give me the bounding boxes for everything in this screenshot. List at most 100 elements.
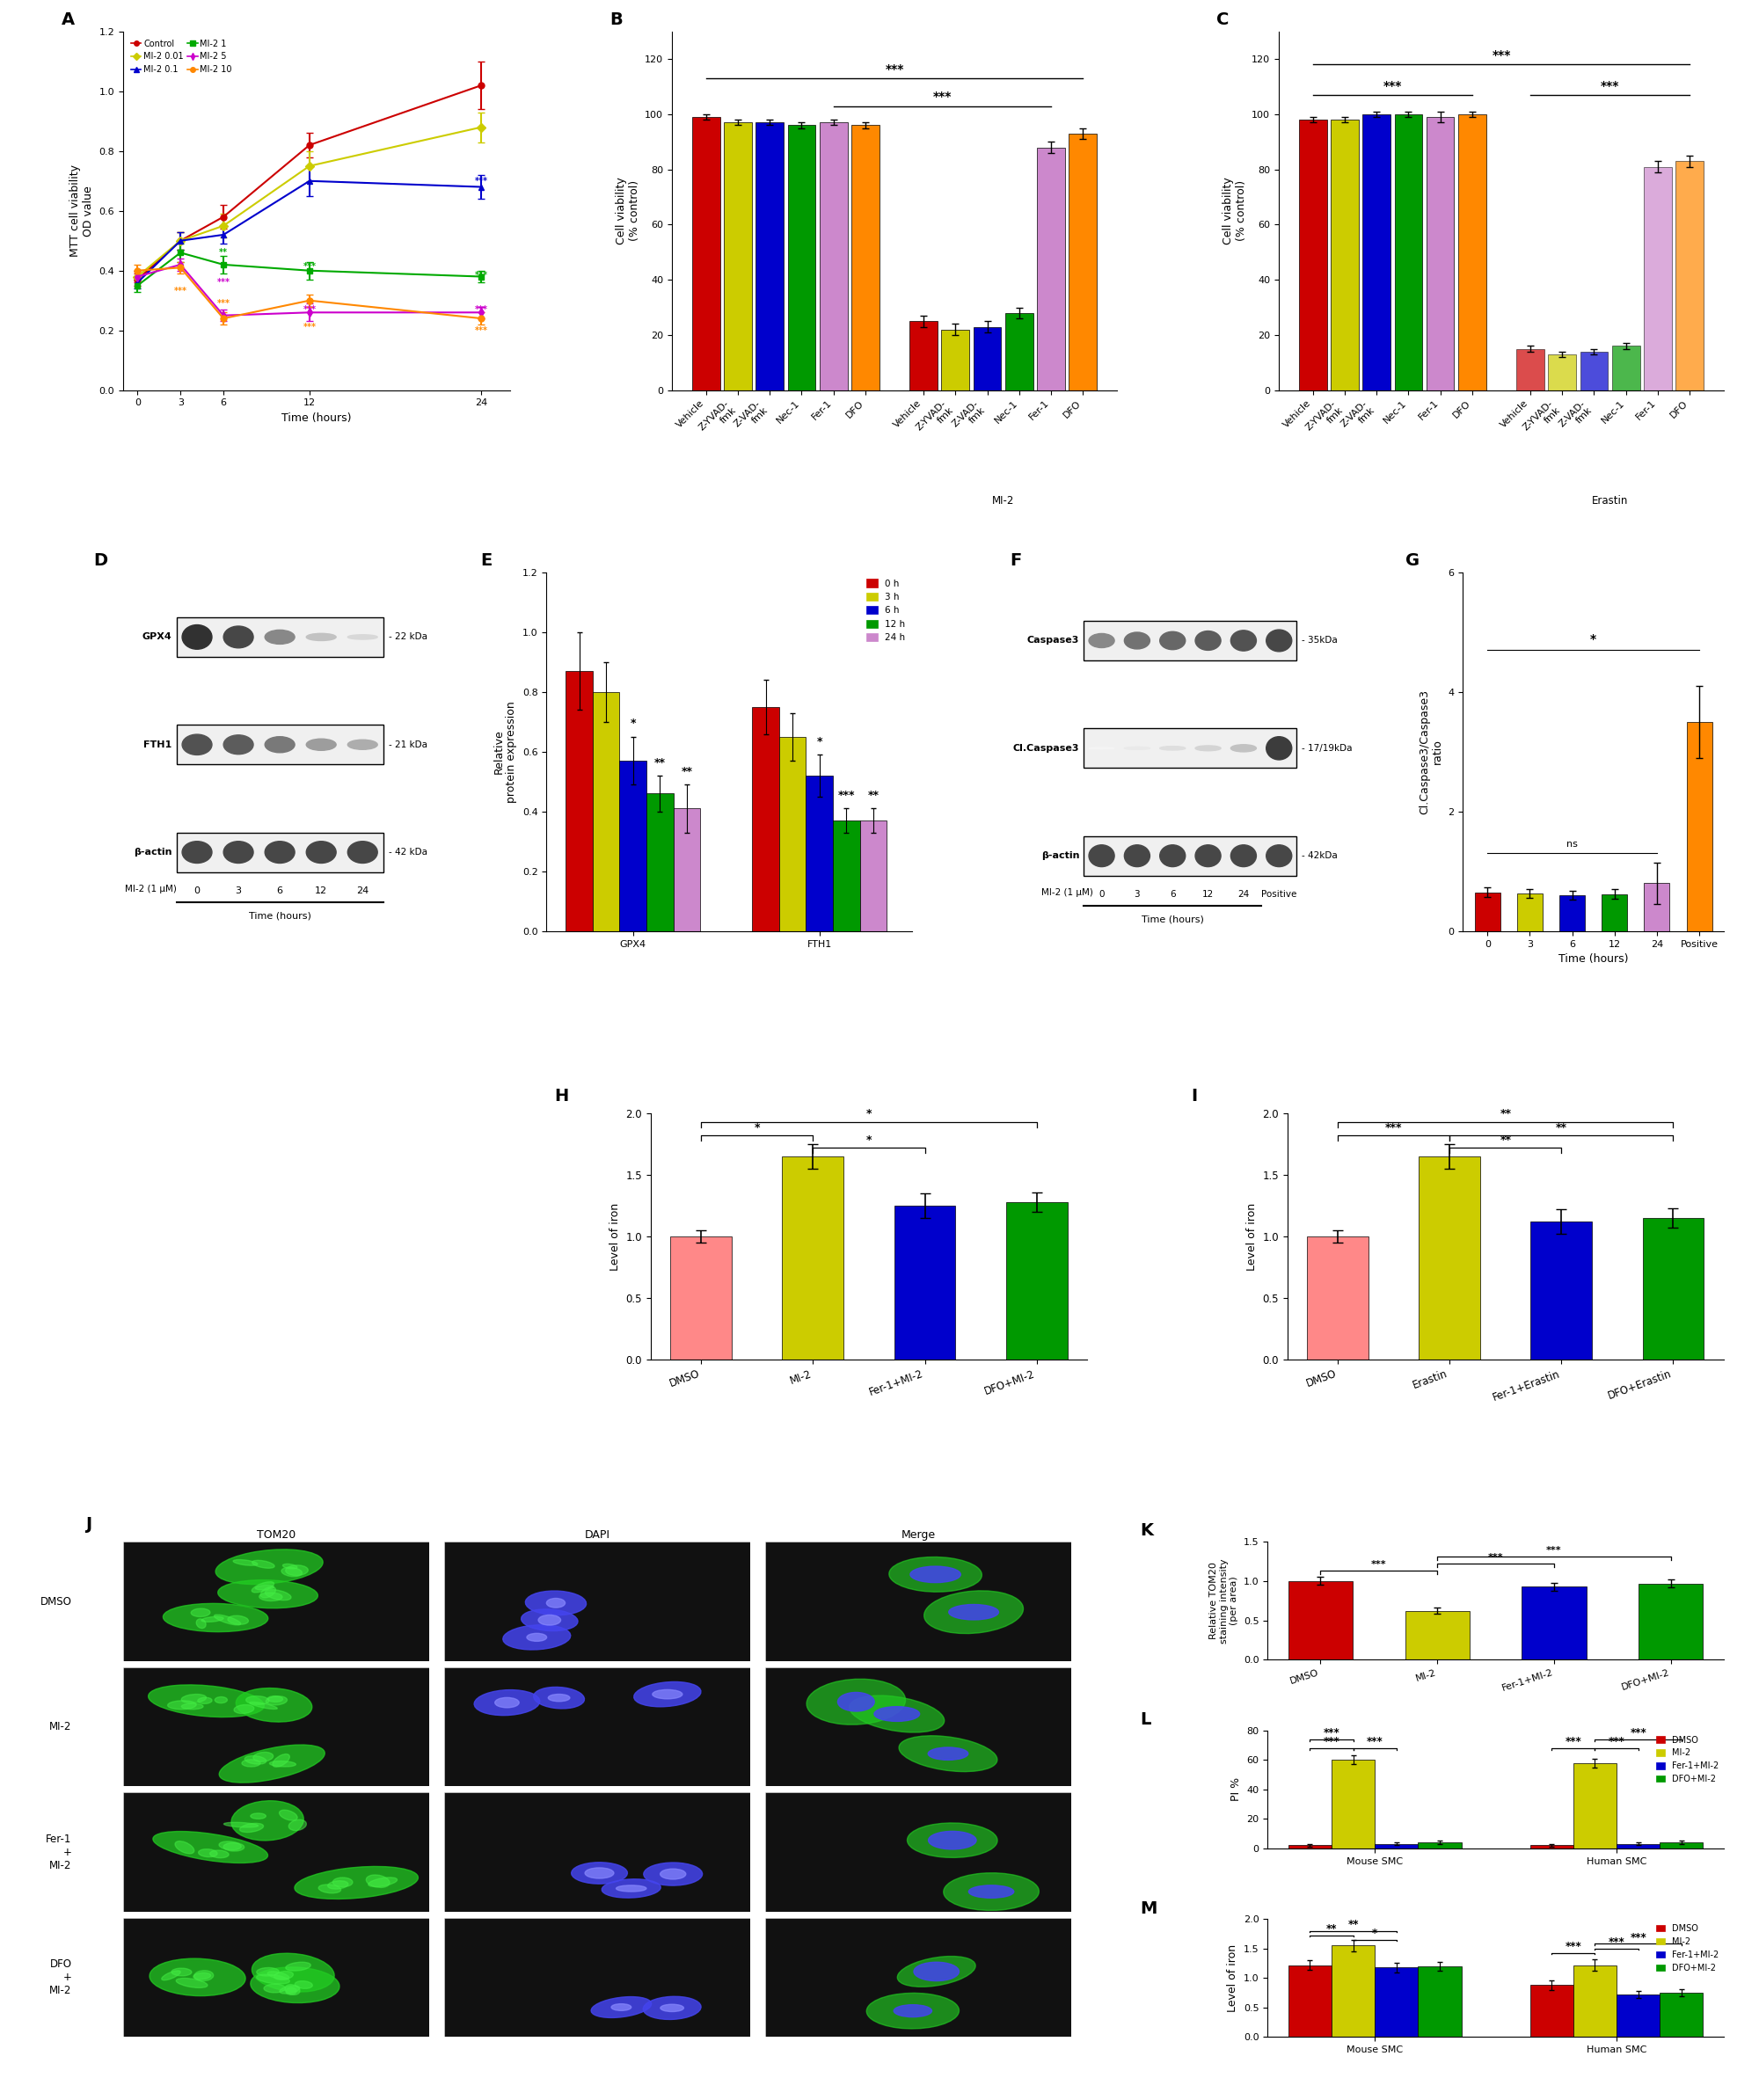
Bar: [941, 330, 969, 391]
Title: TOM20: TOM20: [257, 1529, 296, 1541]
Text: ***: ***: [1546, 1546, 1562, 1556]
Ellipse shape: [266, 737, 296, 752]
Text: ***: ***: [1383, 80, 1402, 92]
Text: 3: 3: [236, 886, 241, 895]
Ellipse shape: [266, 1697, 287, 1705]
Y-axis label: Cell viability
(% control): Cell viability (% control): [616, 176, 640, 244]
Bar: [1069, 134, 1098, 391]
Ellipse shape: [521, 1609, 579, 1632]
Text: ***: ***: [1323, 1737, 1340, 1747]
Ellipse shape: [572, 1863, 628, 1884]
Ellipse shape: [181, 1703, 204, 1709]
Ellipse shape: [223, 735, 253, 754]
Ellipse shape: [257, 1974, 290, 1984]
Ellipse shape: [164, 1604, 267, 1632]
Bar: [1332, 1945, 1376, 2037]
Ellipse shape: [591, 1997, 651, 2018]
Y-axis label: Level of iron: Level of iron: [1245, 1203, 1258, 1270]
Bar: [1006, 1201, 1068, 1359]
Text: 0: 0: [1099, 890, 1105, 899]
Y-axis label: Cell viability
(% control): Cell viability (% control): [1223, 176, 1247, 244]
Ellipse shape: [948, 1604, 999, 1619]
Bar: [1084, 622, 1296, 659]
Ellipse shape: [245, 1756, 266, 1764]
Bar: [1548, 355, 1576, 391]
Ellipse shape: [227, 1615, 248, 1625]
Y-axis label: Relative TOM20
staining intensity
(per area): Relative TOM20 staining intensity (per a…: [1210, 1558, 1238, 1642]
Text: ***: ***: [303, 323, 317, 332]
Bar: [783, 1157, 844, 1359]
Ellipse shape: [929, 1831, 976, 1850]
Ellipse shape: [366, 1875, 390, 1888]
Bar: [779, 737, 806, 930]
Text: Erastin: Erastin: [1592, 496, 1629, 506]
Bar: [1474, 892, 1500, 930]
Bar: [1405, 1611, 1469, 1659]
Ellipse shape: [236, 1688, 311, 1722]
Ellipse shape: [260, 1588, 276, 1598]
Ellipse shape: [264, 1984, 285, 1993]
Text: β-actin: β-actin: [1041, 851, 1080, 861]
Ellipse shape: [306, 739, 336, 750]
Ellipse shape: [1196, 630, 1221, 651]
Ellipse shape: [252, 1581, 274, 1592]
Bar: [619, 760, 647, 930]
Y-axis label: Cl.Caspase3/Caspase3
ratio: Cl.Caspase3/Caspase3 ratio: [1420, 689, 1444, 815]
Text: ***: ***: [303, 262, 317, 271]
Ellipse shape: [888, 1556, 982, 1592]
Ellipse shape: [285, 1961, 311, 1970]
Ellipse shape: [306, 842, 336, 863]
Text: ***: ***: [1566, 1940, 1581, 1953]
Ellipse shape: [201, 1617, 223, 1621]
Ellipse shape: [255, 1586, 274, 1590]
Text: MI-2: MI-2: [992, 496, 1015, 506]
Ellipse shape: [909, 1567, 960, 1583]
Ellipse shape: [250, 1968, 339, 2003]
Ellipse shape: [266, 630, 296, 645]
Ellipse shape: [183, 626, 211, 649]
Text: 0: 0: [193, 886, 201, 895]
Ellipse shape: [526, 1592, 586, 1615]
Bar: [1687, 722, 1712, 930]
Ellipse shape: [266, 1590, 290, 1600]
Ellipse shape: [306, 634, 336, 640]
Bar: [1573, 1762, 1617, 1848]
Ellipse shape: [533, 1686, 584, 1709]
Legend: Control, MI-2 0.01, MI-2 0.1, MI-2 1, MI-2 5, MI-2 10: Control, MI-2 0.01, MI-2 0.1, MI-2 1, MI…: [127, 36, 236, 78]
Ellipse shape: [348, 842, 378, 863]
Ellipse shape: [1231, 844, 1256, 867]
Ellipse shape: [526, 1634, 547, 1642]
Text: ***: ***: [216, 298, 230, 309]
Text: ***: ***: [1608, 1936, 1625, 1949]
Text: **: **: [1500, 1134, 1511, 1144]
Ellipse shape: [612, 2003, 631, 2010]
Text: **: **: [654, 756, 665, 769]
Ellipse shape: [250, 1812, 266, 1819]
Text: 3: 3: [1135, 890, 1140, 899]
Ellipse shape: [197, 1697, 213, 1703]
Text: ***: ***: [1608, 1737, 1625, 1747]
Ellipse shape: [908, 1823, 997, 1859]
Y-axis label: MI-2: MI-2: [49, 1722, 72, 1732]
Text: *: *: [1590, 632, 1597, 645]
Text: ns: ns: [1567, 840, 1578, 848]
Ellipse shape: [252, 1953, 334, 1993]
Ellipse shape: [267, 1697, 283, 1701]
Bar: [176, 724, 383, 764]
Text: 6: 6: [276, 886, 283, 895]
Ellipse shape: [274, 1972, 294, 1980]
Ellipse shape: [1089, 844, 1115, 867]
Ellipse shape: [633, 1682, 700, 1707]
Ellipse shape: [215, 1615, 241, 1625]
Bar: [593, 693, 619, 930]
Ellipse shape: [660, 2003, 684, 2012]
Bar: [647, 794, 674, 930]
Text: MI-2 (1 μM): MI-2 (1 μM): [125, 884, 176, 892]
Ellipse shape: [549, 1695, 570, 1701]
Bar: [894, 1205, 955, 1359]
Text: B: B: [610, 10, 623, 27]
Text: 12: 12: [315, 886, 327, 895]
Ellipse shape: [586, 1867, 614, 1877]
Text: ***: ***: [174, 288, 186, 296]
Y-axis label: DFO
+
MI-2: DFO + MI-2: [49, 1959, 72, 1997]
